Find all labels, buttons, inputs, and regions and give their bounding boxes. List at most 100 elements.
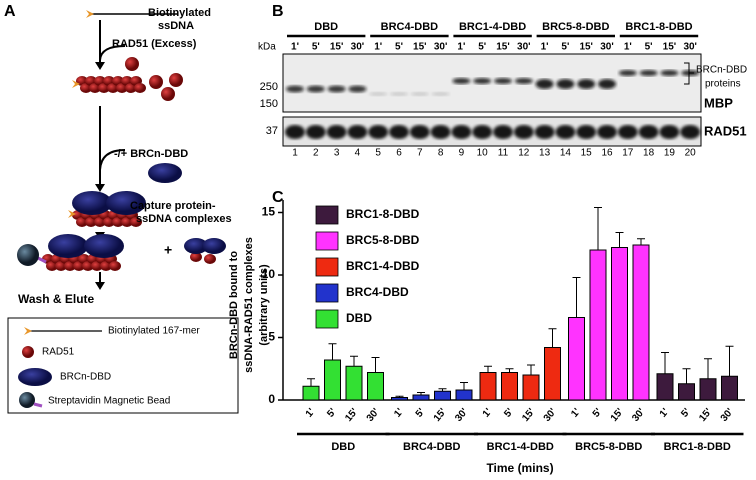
x-tick-label: 5' <box>679 407 693 420</box>
rad51 <box>161 87 175 101</box>
bar <box>699 378 717 401</box>
error-bar <box>594 207 602 250</box>
band <box>305 125 326 139</box>
bracket <box>684 62 694 85</box>
band <box>473 78 492 84</box>
error-bar <box>438 388 447 392</box>
bead <box>17 244 39 266</box>
lane-number: 9 <box>459 148 465 159</box>
arrow-head <box>95 282 105 290</box>
linker <box>37 256 47 264</box>
band <box>390 92 408 96</box>
bar <box>434 390 451 401</box>
group-header: BRC1-4-DBD <box>459 21 526 33</box>
bar <box>522 374 540 401</box>
label: + <box>164 242 172 258</box>
brcn-dbd <box>106 191 146 215</box>
band <box>347 125 368 139</box>
error-bar <box>527 364 535 375</box>
label: ssDNA complexes <box>136 213 232 225</box>
y-tick-label: 10 <box>262 267 276 281</box>
arrow <box>99 45 126 61</box>
lane-number: 6 <box>396 148 402 159</box>
brcn-dbd <box>148 163 182 183</box>
x-tick-label: 15' <box>697 407 714 424</box>
legend-label: BRC1-4-DBD <box>346 259 420 273</box>
bar <box>412 394 430 401</box>
lane-number: 1 <box>292 148 298 159</box>
legend-label: BRC5-8-DBD <box>346 233 420 247</box>
marker: 250 <box>260 81 278 93</box>
error-bar <box>371 357 380 373</box>
bar <box>479 372 497 401</box>
legend-swatch <box>315 231 339 251</box>
time-label: 30' <box>517 42 531 53</box>
lane-number: 14 <box>560 148 572 159</box>
error-bar <box>395 395 404 398</box>
time-label: 30' <box>434 42 448 53</box>
label: RAD51 (Excess) <box>112 38 197 50</box>
time-label: 30' <box>683 42 697 53</box>
band <box>286 85 304 93</box>
time-label: 5' <box>312 42 320 53</box>
y-tick-label: 5 <box>268 330 275 344</box>
brcn-dbd <box>84 234 124 258</box>
ssdna-end <box>24 327 32 335</box>
band <box>659 125 680 139</box>
bar <box>611 247 628 401</box>
time-label: 15' <box>413 42 427 53</box>
lane-number: 19 <box>664 148 676 159</box>
brcn-dbd <box>184 238 208 254</box>
bar <box>501 372 518 401</box>
marker: 37 <box>266 125 278 137</box>
bar <box>455 389 473 401</box>
kda: kDa <box>258 42 276 53</box>
time-label: 1' <box>624 42 632 53</box>
error-bar <box>725 345 734 377</box>
x-tick-label: 1' <box>392 407 406 420</box>
legend-rad51 <box>22 346 34 358</box>
band <box>326 125 347 139</box>
error-bar <box>460 382 468 390</box>
time-label: 1' <box>457 42 465 53</box>
error-bar <box>661 352 669 374</box>
lane-number: 20 <box>685 148 697 159</box>
time-label: 15' <box>579 42 593 53</box>
legend-linker <box>33 402 43 408</box>
legend-label: Streptavidin Magnetic Bead <box>48 396 170 407</box>
bar <box>391 397 408 401</box>
band <box>639 70 658 76</box>
bar <box>367 372 384 401</box>
band <box>430 125 451 139</box>
band <box>513 125 534 139</box>
time-label: 15' <box>663 42 677 53</box>
time-label: 1' <box>541 42 549 53</box>
group-header: BRC5-8-DBD <box>542 21 609 33</box>
lane-number: 13 <box>539 148 551 159</box>
bar <box>656 373 674 401</box>
legend-label: Biotinylated 167-mer <box>108 326 200 337</box>
band <box>494 78 512 84</box>
band <box>451 125 472 139</box>
panel-letter: A <box>4 3 16 20</box>
error-bar <box>350 355 358 367</box>
legend-label: BRC4-DBD <box>346 285 409 299</box>
time-label: 1' <box>291 42 299 53</box>
time-label: 5' <box>395 42 403 53</box>
error-bar <box>328 343 337 360</box>
error-bar <box>548 328 557 348</box>
band <box>493 125 513 139</box>
bar <box>632 244 650 401</box>
x-tick-label: 15' <box>432 407 449 424</box>
bracket-label: BRCn-DBD <box>696 65 747 76</box>
rad51-filament <box>130 217 142 227</box>
band <box>577 79 596 89</box>
band <box>556 79 575 89</box>
label: Capture protein- <box>130 200 216 212</box>
x-tick-label: 1' <box>481 407 495 420</box>
band <box>535 79 554 89</box>
time-label: 30' <box>600 42 614 53</box>
rad51 <box>190 252 202 262</box>
